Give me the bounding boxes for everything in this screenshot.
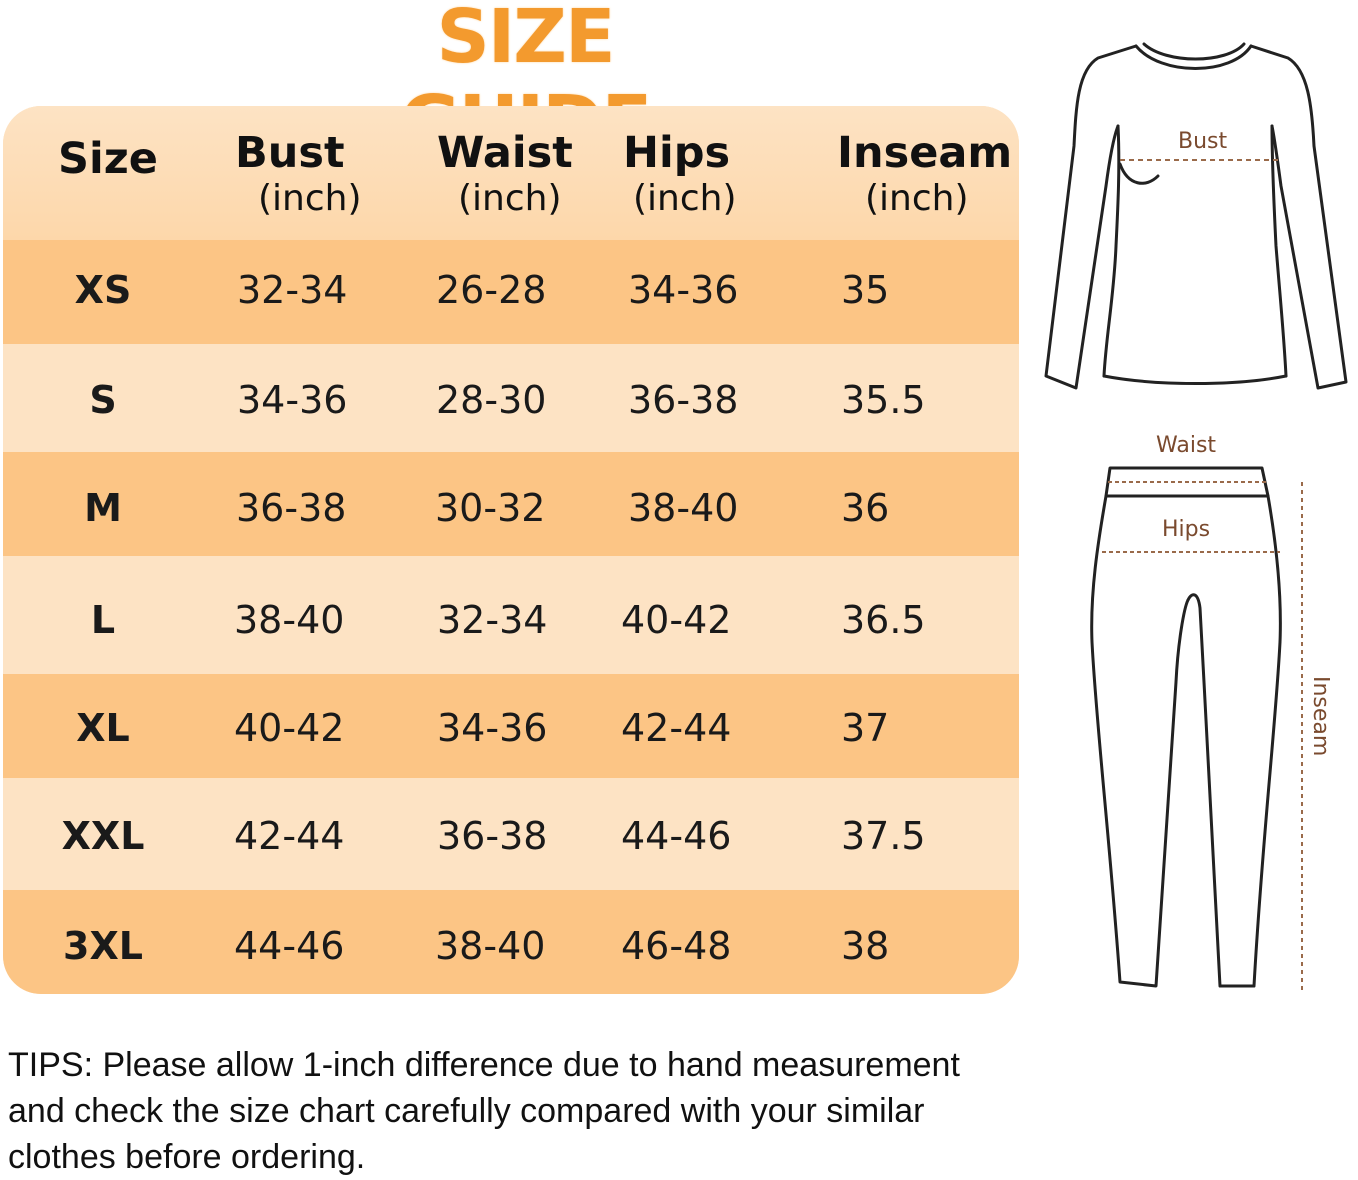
size-cell: XXL [61, 814, 145, 858]
size-cell: XL [76, 706, 130, 750]
bust-cell: 32-34 [237, 268, 348, 312]
inseam-cell: 36.5 [841, 598, 926, 642]
bust-cell: 38-40 [234, 598, 345, 642]
table-row: L 38-40 32-34 40-42 36.5 [3, 556, 1019, 674]
header-waist: Waist [437, 128, 573, 178]
waist-label: Waist [1156, 433, 1216, 458]
bust-cell: 34-36 [237, 378, 348, 422]
top-measurement-illustration: Bust [1044, 42, 1348, 390]
hips-cell: 40-42 [621, 598, 732, 642]
hips-cell: 42-44 [621, 706, 732, 750]
size-chart-table: Size Bust (inch) Waist (inch) Hips (inch… [3, 106, 1019, 994]
inseam-cell: 38 [841, 924, 890, 968]
header-size: Size [58, 134, 158, 184]
bust-label: Bust [1178, 129, 1227, 154]
header-waist-unit: (inch) [458, 178, 562, 219]
tips-line-2: and check the size chart carefully compa… [8, 1092, 925, 1130]
hips-cell: 36-38 [628, 378, 739, 422]
bust-cell: 44-46 [234, 924, 345, 968]
size-cell: S [89, 378, 117, 422]
size-cell: L [90, 598, 116, 642]
header-hips-unit: (inch) [633, 178, 737, 219]
header-bust: Bust [235, 128, 345, 178]
hips-cell: 44-46 [621, 814, 732, 858]
header-hips: Hips [623, 128, 731, 178]
tips-line-1: TIPS: Please allow 1-inch difference due… [8, 1046, 960, 1084]
hips-cell: 38-40 [628, 486, 739, 530]
table-row: XL 40-42 34-36 42-44 37 [3, 674, 1019, 778]
header-inseam: Inseam [837, 128, 1013, 178]
size-cell: M [84, 486, 122, 530]
inseam-cell: 36 [841, 486, 890, 530]
waist-cell: 36-38 [437, 814, 548, 858]
hips-label: Hips [1162, 517, 1210, 542]
table-row: XS 32-34 26-28 34-36 35 [3, 240, 1019, 344]
inseam-cell: 35 [841, 268, 890, 312]
inseam-cell: 37.5 [841, 814, 926, 858]
bust-cell: 36-38 [236, 486, 347, 530]
leggings-measurement-illustration: Waist Hips Inseam [1090, 433, 1330, 990]
inseam-cell: 37 [841, 706, 890, 750]
inseam-label: Inseam [1308, 676, 1330, 756]
waist-cell: 38-40 [435, 924, 546, 968]
size-cell: 3XL [63, 924, 143, 968]
size-cell: XS [74, 268, 132, 312]
header-bust-unit: (inch) [258, 178, 362, 219]
table-row: M 36-38 30-32 38-40 36 [3, 452, 1019, 556]
waist-cell: 32-34 [437, 598, 548, 642]
table-row: S 34-36 28-30 36-38 35.5 [3, 344, 1019, 452]
inseam-cell: 35.5 [841, 378, 926, 422]
waist-cell: 28-30 [436, 378, 547, 422]
bust-cell: 40-42 [234, 706, 345, 750]
table-header-row: Size Bust (inch) Waist (inch) Hips (inch… [3, 106, 1019, 240]
tips-text: TIPS: Please allow 1-inch difference due… [8, 1042, 1128, 1180]
tips-line-3: clothes before ordering. [8, 1138, 366, 1176]
waist-cell: 34-36 [437, 706, 548, 750]
waist-cell: 26-28 [436, 268, 547, 312]
hips-cell: 34-36 [628, 268, 739, 312]
waist-cell: 30-32 [435, 486, 546, 530]
table-row: 3XL 44-46 38-40 46-48 38 [3, 890, 1019, 994]
header-inseam-unit: (inch) [865, 178, 969, 219]
hips-cell: 46-48 [621, 924, 732, 968]
bust-cell: 42-44 [234, 814, 345, 858]
table-row: XXL 42-44 36-38 44-46 37.5 [3, 778, 1019, 890]
